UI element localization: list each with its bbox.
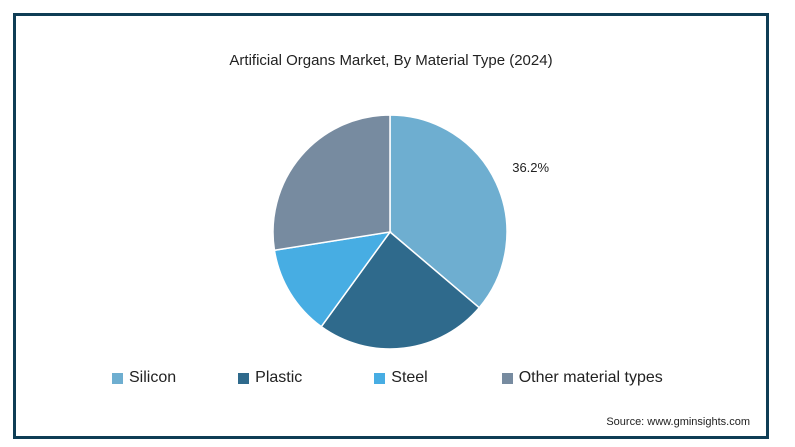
pie-slice-other-material-types: [272, 114, 391, 252]
source-note: Source: www.gminsights.com: [606, 416, 750, 428]
legend: Silicon Plastic Steel Other material typ…: [112, 369, 663, 387]
legend-label-other: Other material types: [518, 369, 663, 386]
pie-slice-plastic: [320, 230, 481, 350]
legend-item-steel: Steel: [374, 369, 428, 387]
pie-slice-steel: [273, 230, 392, 328]
pie-chart: 36.2%: [272, 114, 550, 350]
data-label-silicon: 36.2%: [512, 160, 549, 175]
legend-item-other: Other material types: [501, 369, 663, 387]
legend-label-steel: Steel: [391, 369, 428, 386]
legend-swatch-steel: [374, 372, 386, 384]
chart-title: Artificial Organs Market, By Material Ty…: [229, 52, 553, 69]
pie-slice-silicon: [389, 114, 508, 309]
legend-swatch-plastic: [238, 372, 250, 384]
legend-label-plastic: Plastic: [255, 369, 303, 386]
legend-swatch-other: [501, 372, 513, 384]
legend-item-silicon: Silicon: [112, 369, 176, 387]
legend-item-plastic: Plastic: [238, 369, 302, 387]
chart-frame: Artificial Organs Market, By Material Ty…: [13, 13, 769, 439]
legend-swatch-silicon: [112, 372, 123, 384]
legend-label-silicon: Silicon: [129, 369, 177, 386]
